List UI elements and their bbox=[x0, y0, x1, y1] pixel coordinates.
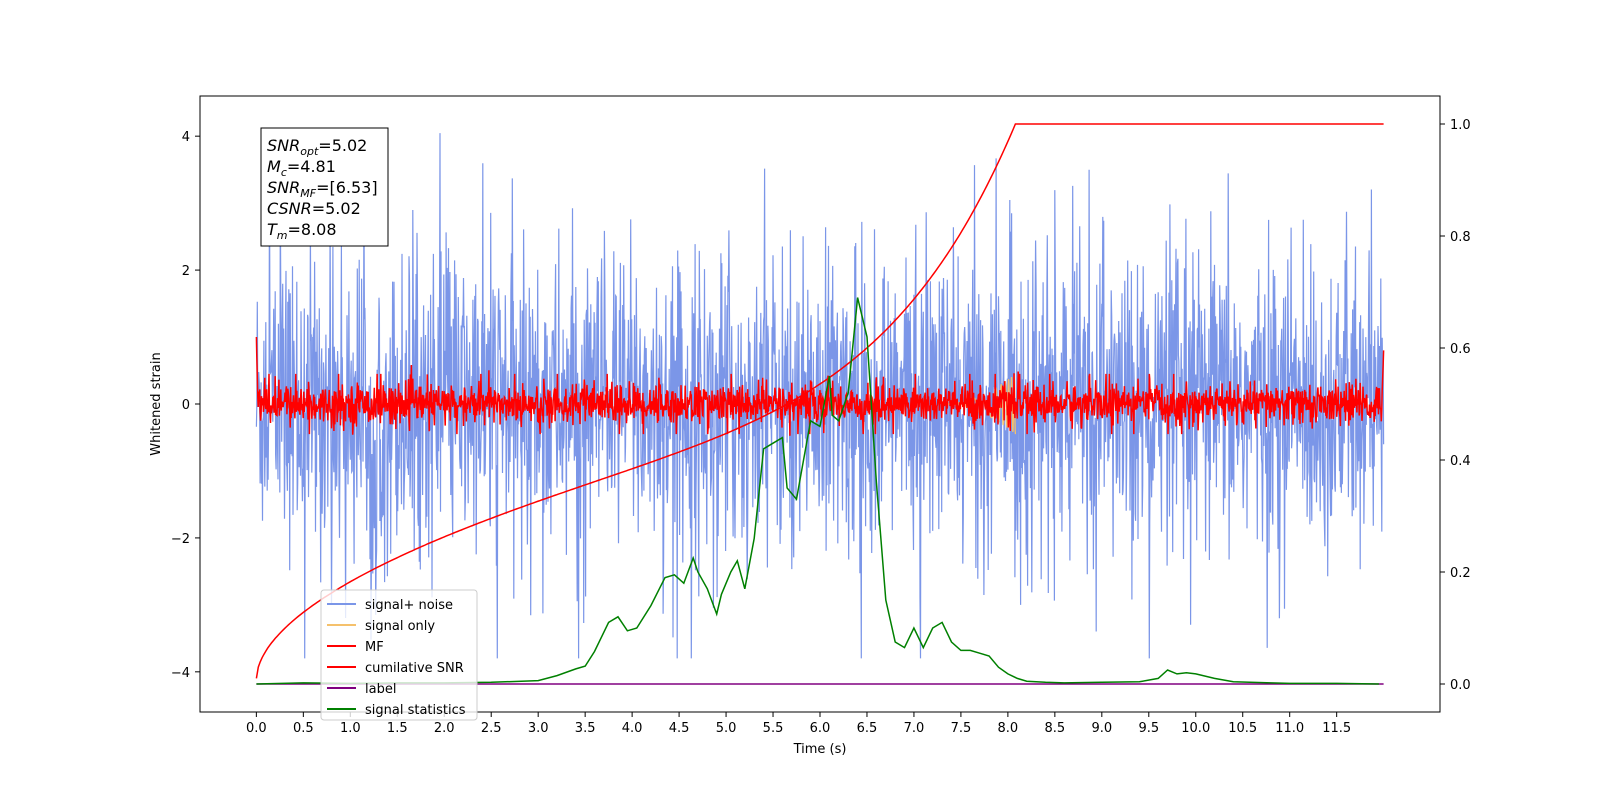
x-tick-label: 6.5 bbox=[857, 721, 878, 736]
legend-items: signal+ noise signal only MF cumilative SNR… bbox=[327, 598, 466, 718]
right-y-tick-label: 0.0 bbox=[1450, 678, 1471, 693]
x-tick-label: 7.0 bbox=[904, 721, 925, 736]
y-tick-label: 2 bbox=[182, 264, 190, 279]
cumulative-snr-line bbox=[255, 123, 1384, 679]
x-tick-label: 3.0 bbox=[528, 721, 549, 736]
right-y-tick-label: 0.2 bbox=[1450, 566, 1471, 581]
right-y-tick-label: 0.4 bbox=[1450, 454, 1471, 469]
mf-line bbox=[255, 336, 1385, 436]
legend-label: signal only bbox=[365, 619, 435, 634]
y-axis-label: Whitened strain bbox=[149, 352, 164, 455]
right-y-tick-label: 0.6 bbox=[1450, 342, 1471, 357]
y-axis-ticks: −4 −2 0 2 4 bbox=[171, 130, 200, 681]
x-tick-label: 7.5 bbox=[951, 721, 972, 736]
x-tick-label: 4.0 bbox=[622, 721, 643, 736]
x-tick-label: 1.0 bbox=[340, 721, 361, 736]
x-tick-label: 8.5 bbox=[1045, 721, 1066, 736]
legend-label: signal statistics bbox=[365, 703, 466, 718]
x-tick-label: 6.0 bbox=[810, 721, 831, 736]
x-tick-label: 8.0 bbox=[998, 721, 1019, 736]
legend-label: signal+ noise bbox=[365, 598, 453, 613]
x-tick-label: 9.0 bbox=[1091, 721, 1112, 736]
y-tick-label: 0 bbox=[182, 398, 190, 413]
x-tick-label: 3.5 bbox=[575, 721, 596, 736]
legend-frame bbox=[320, 589, 478, 721]
signal-statistics-line bbox=[256, 297, 1379, 685]
right-y-axis-ticks: 0.0 0.2 0.4 0.6 0.8 1.0 bbox=[1440, 118, 1471, 693]
mf-layer bbox=[255, 336, 1385, 436]
x-tick-label: 0.0 bbox=[246, 721, 267, 736]
x-tick-label: 11.0 bbox=[1275, 721, 1304, 736]
x-tick-label: 5.0 bbox=[716, 721, 737, 736]
x-tick-label: 10.5 bbox=[1228, 721, 1257, 736]
x-tick-label: 5.5 bbox=[763, 721, 784, 736]
x-axis-label: Time (s) bbox=[793, 742, 847, 757]
legend-label: label bbox=[365, 682, 396, 697]
x-axis-ticks: 0.0 0.5 1.0 1.5 2.0 2.5 3.0 3.5 4.0 4.5 5.0 5.5 6.0 6… bbox=[246, 712, 1351, 736]
plot-area bbox=[255, 123, 1385, 685]
legend: signal+ noise signal only MF cumilative SNR… bbox=[320, 589, 478, 721]
right-y-tick-label: 0.8 bbox=[1450, 230, 1471, 245]
x-tick-label: 2.0 bbox=[434, 721, 455, 736]
info-box-line: Tm=8.08 bbox=[267, 220, 337, 242]
info-box-line: SNRMF=[6.53] bbox=[267, 178, 378, 200]
x-tick-label: 10.0 bbox=[1181, 721, 1210, 736]
x-tick-label: 2.5 bbox=[481, 721, 502, 736]
right-y-tick-label: 1.0 bbox=[1450, 118, 1471, 133]
x-tick-label: 4.5 bbox=[669, 721, 690, 736]
y-tick-label: 4 bbox=[182, 130, 190, 145]
legend-label: MF bbox=[365, 640, 384, 655]
info-box-line: CSNR=5.02 bbox=[267, 199, 361, 218]
info-box-frame bbox=[260, 127, 389, 247]
x-tick-label: 9.5 bbox=[1138, 721, 1159, 736]
y-tick-label: −4 bbox=[171, 666, 190, 681]
x-tick-label: 11.5 bbox=[1322, 721, 1351, 736]
legend-label: cumilative SNR bbox=[365, 661, 464, 676]
info-box-line: Mc=4.81 bbox=[267, 157, 336, 179]
x-tick-label: 1.5 bbox=[387, 721, 408, 736]
x-tick-label: 0.5 bbox=[293, 721, 314, 736]
y-tick-label: −2 bbox=[171, 532, 190, 547]
info-box-line: SNRopt=5.02 bbox=[267, 136, 367, 158]
